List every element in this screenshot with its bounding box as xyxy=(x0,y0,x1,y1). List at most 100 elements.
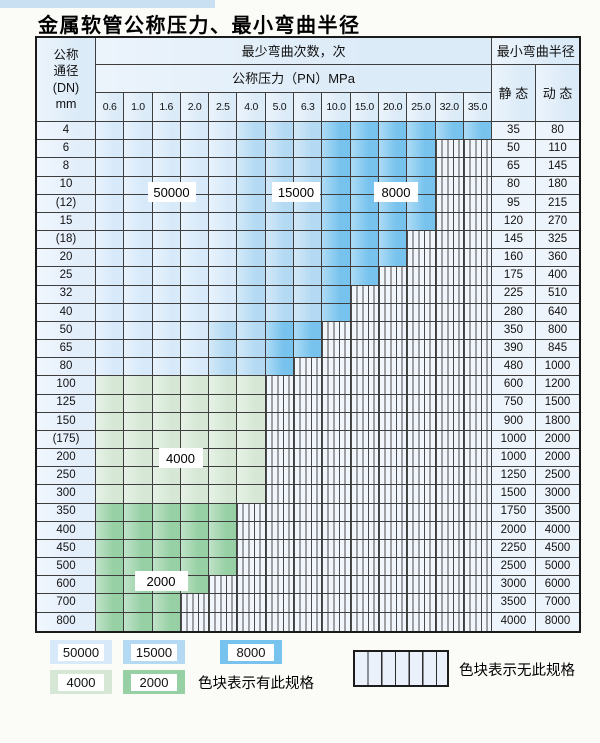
pressure-tick: 20.0 xyxy=(378,93,408,122)
pressure-tick: 0.6 xyxy=(96,93,125,122)
spec-cell xyxy=(265,358,295,377)
no-spec-cell xyxy=(463,412,493,431)
spec-cell xyxy=(96,122,125,141)
no-spec-cell xyxy=(322,412,351,431)
static-value-cell: 900 xyxy=(492,412,536,431)
no-spec-cell xyxy=(350,576,379,595)
spec-cell xyxy=(378,122,408,141)
legend-chip-label: 8000 xyxy=(228,643,274,661)
no-spec-cell xyxy=(237,539,266,559)
dynamic-value-cell: 1000 xyxy=(535,358,580,377)
spec-cell xyxy=(237,467,266,486)
dn-cell: 15 xyxy=(37,212,96,232)
no-spec-cell xyxy=(463,576,493,595)
no-spec-cell xyxy=(294,594,323,613)
dn-cell: 125 xyxy=(37,394,96,413)
spec-cell xyxy=(209,394,238,413)
spec-cell xyxy=(294,303,323,322)
spec-cell xyxy=(237,412,266,431)
spec-cell xyxy=(237,303,266,322)
no-spec-cell xyxy=(378,558,408,577)
dn-cell: 50 xyxy=(37,321,96,341)
spec-cell xyxy=(96,594,125,613)
dynamic-value-cell: 110 xyxy=(535,140,580,159)
spec-cell xyxy=(152,612,181,631)
dn-header-line: 通径 xyxy=(53,64,79,78)
no-spec-cell xyxy=(294,521,323,540)
static-value-cell: 65 xyxy=(492,158,536,177)
no-spec-cell xyxy=(322,430,351,450)
no-spec-cell xyxy=(435,376,464,395)
spec-cell xyxy=(237,194,266,213)
static-value-cell: 175 xyxy=(492,267,536,286)
no-spec-cell xyxy=(265,539,295,559)
no-spec-cell xyxy=(463,449,493,468)
spec-cell xyxy=(124,539,153,559)
dn-cell: 40 xyxy=(37,303,96,322)
no-spec-cell xyxy=(435,612,464,631)
spec-cell xyxy=(407,212,436,232)
no-spec-cell xyxy=(237,576,266,595)
spec-cell xyxy=(435,122,464,141)
legend-chip-label: 4000 xyxy=(58,673,104,691)
dn-cell: 450 xyxy=(37,539,96,559)
no-spec-cell xyxy=(180,594,210,613)
no-spec-cell xyxy=(322,612,351,631)
spec-cell xyxy=(463,122,493,141)
spec-cell xyxy=(124,122,153,141)
no-spec-cell xyxy=(294,412,323,431)
no-spec-cell xyxy=(350,321,379,341)
dn-cell: 6 xyxy=(37,140,96,159)
spec-cell xyxy=(96,140,125,159)
spec-cell xyxy=(265,158,295,177)
spec-cell xyxy=(322,176,351,195)
spec-cell xyxy=(294,158,323,177)
dn-cell: 150 xyxy=(37,412,96,431)
dynamic-value-cell: 215 xyxy=(535,194,580,213)
no-spec-cell xyxy=(378,394,408,413)
spec-cell xyxy=(96,158,125,177)
spec-cell xyxy=(124,176,153,195)
pressure-tick: 35.0 xyxy=(463,93,493,122)
no-spec-cell xyxy=(407,249,436,268)
spec-cell xyxy=(152,430,181,450)
static-value-cell: 2250 xyxy=(492,539,536,559)
no-spec-cell xyxy=(407,467,436,486)
no-spec-cell xyxy=(322,449,351,468)
no-spec-cell xyxy=(463,176,493,195)
no-spec-cell xyxy=(378,303,408,322)
spec-cell xyxy=(209,321,238,341)
spec-cell xyxy=(209,358,238,377)
static-value-cell: 1750 xyxy=(492,503,536,522)
spec-cell xyxy=(294,321,323,341)
spec-cell xyxy=(124,340,153,359)
no-spec-cell xyxy=(435,412,464,431)
spec-cell xyxy=(209,376,238,395)
dn-cell: 500 xyxy=(37,558,96,577)
spec-cell xyxy=(152,467,181,486)
no-spec-cell xyxy=(435,558,464,577)
spec-cell xyxy=(378,231,408,250)
spec-cell xyxy=(209,521,238,540)
no-spec-cell xyxy=(322,485,351,504)
spec-cell xyxy=(237,449,266,468)
page-title: 金属软管公称压力、最小弯曲半径 xyxy=(38,13,361,37)
min-bend-radius-header: 最小弯曲半径 xyxy=(492,38,580,65)
spec-cell xyxy=(124,285,153,304)
spec-cell xyxy=(265,285,295,304)
no-spec-cell xyxy=(294,376,323,395)
spec-cell xyxy=(180,212,210,232)
no-spec-cell xyxy=(265,376,295,395)
no-spec-cell xyxy=(350,467,379,486)
spec-cell xyxy=(152,485,181,504)
spec-cell xyxy=(237,430,266,450)
no-spec-cell xyxy=(378,576,408,595)
dynamic-value-cell: 360 xyxy=(535,249,580,268)
no-spec-cell xyxy=(378,267,408,286)
spec-cell xyxy=(180,303,210,322)
dynamic-value-cell: 3500 xyxy=(535,503,580,522)
spec-cell xyxy=(124,303,153,322)
spec-cell xyxy=(265,321,295,341)
no-spec-cell xyxy=(463,376,493,395)
static-value-cell: 1000 xyxy=(492,449,536,468)
